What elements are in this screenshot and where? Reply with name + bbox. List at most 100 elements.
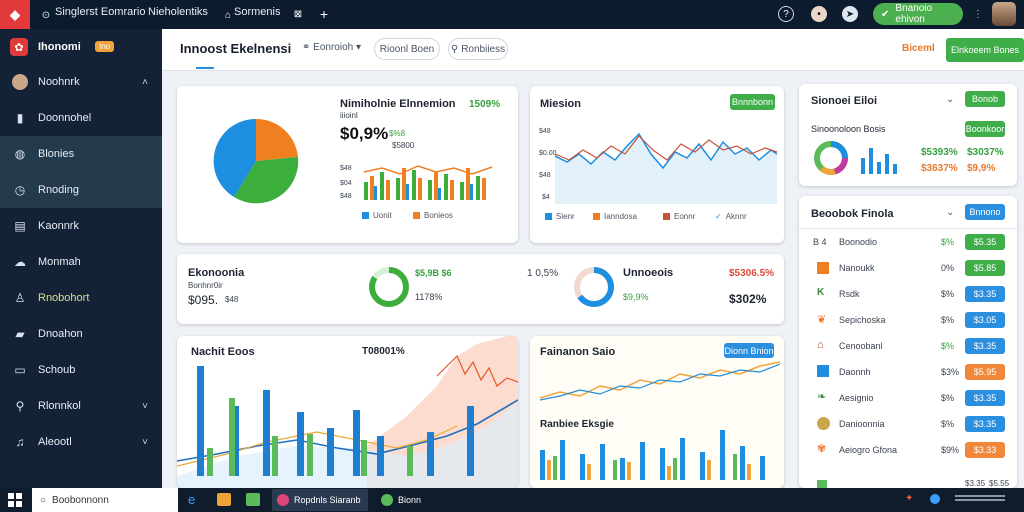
grid-icon[interactable]: ⊠ xyxy=(293,8,303,20)
chevron-down-icon[interactable]: ⌄ xyxy=(946,94,955,105)
sidebar-item-aleootl[interactable]: ♫ Aleootl ˅ xyxy=(0,424,162,460)
filter-dropdown[interactable]: ⚭ Eonroioh ▾ xyxy=(302,42,361,53)
mission-axis-label: $48 xyxy=(539,172,551,179)
check-icon: ✓ xyxy=(715,212,722,221)
compass-icon[interactable]: ➤ xyxy=(842,6,858,22)
sidebar-item-label: Schoub xyxy=(38,364,76,376)
chevron-down-icon: ˅ xyxy=(142,400,148,412)
overview-big-tag: $%8 xyxy=(389,129,406,138)
user-small-avatar-icon[interactable]: • xyxy=(811,6,827,22)
chevron-down-icon: ▾ xyxy=(355,42,362,53)
footer-value: $3.35 xyxy=(965,479,986,488)
economia-top-right: $5306.5% xyxy=(729,268,775,279)
side-summary-button-2[interactable]: Boonkoor xyxy=(965,121,1005,137)
row-label: Aeiogro Gfona xyxy=(839,445,898,455)
row-pct: $% xyxy=(941,237,955,247)
chevron-down-icon[interactable]: ⌄ xyxy=(946,207,955,218)
sidebar-item-monmah[interactable]: ☁ Monmah xyxy=(0,244,162,280)
sidebar-item-rlonnkol[interactable]: ⚲ Rlonnkol ˅ xyxy=(0,388,162,424)
list-item[interactable]: ✾ Aeiogro Gfona $9% $3.33 xyxy=(809,437,1009,463)
side-summary-button[interactable]: Bonob xyxy=(965,91,1005,107)
list-item[interactable]: Danioonnia $% $3.35 xyxy=(809,411,1009,437)
mission-title: Miesion xyxy=(540,98,581,110)
row-value-button[interactable]: $5.35 xyxy=(965,234,1005,250)
list-item[interactable]: Nanoukk 0% $5.85 xyxy=(809,255,1009,281)
mission-button[interactable]: Bnnnbonn xyxy=(730,94,775,110)
filter-pill-button[interactable]: Rioonl Boen xyxy=(374,38,440,60)
app-icon xyxy=(381,494,393,506)
legend-label: Uonit xyxy=(373,211,392,220)
primary-action-button[interactable]: Elnkoeem Bones xyxy=(946,38,1024,62)
tab-secondary[interactable]: Sormenis xyxy=(234,6,281,18)
folder-icon: ▰ xyxy=(15,327,25,341)
sidebar-item-label: Rnoding xyxy=(38,184,79,196)
row-value-button[interactable]: $3.35 xyxy=(965,286,1005,302)
folder-icon[interactable] xyxy=(217,493,231,506)
coin-icon xyxy=(817,417,830,430)
pie-chart xyxy=(213,118,299,204)
tab-primary[interactable]: Singlerst Eomrario xyxy=(55,6,146,18)
notification-icon[interactable]: ✦ xyxy=(905,493,914,504)
finance-button[interactable]: Dionn Bnion xyxy=(724,343,774,358)
list-item[interactable]: ❧ Aesignio $% $3.35 xyxy=(809,385,1009,411)
more-vertical-icon[interactable]: ⋮ xyxy=(973,8,983,20)
search-icon: ○ xyxy=(40,494,47,506)
mission-axis-label: $48 xyxy=(539,128,551,135)
brand-name: Ihonomi xyxy=(38,41,81,53)
status-pill-button[interactable]: ✔ Bnanoio ehivon xyxy=(873,3,963,25)
overview-pct: 1509% xyxy=(469,99,501,110)
economia-title: Ekonoonia xyxy=(188,267,245,279)
new-tab-icon[interactable]: + xyxy=(319,6,329,22)
list-item[interactable]: Daonnh $3% $5.95 xyxy=(809,359,1009,385)
taskbar-app-button[interactable]: Bionn xyxy=(376,489,436,511)
clock-display[interactable] xyxy=(955,495,1005,497)
sidebar-item-noohnrk[interactable]: Noohnrk ˄ xyxy=(0,64,162,100)
row-value-button[interactable]: $3.35 xyxy=(965,390,1005,406)
list-item[interactable]: ❦ Sepichoska $% $3.05 xyxy=(809,307,1009,333)
overview-bar-chart xyxy=(363,165,493,200)
sidebar-item-rnobohort[interactable]: ♙ Rnobohort xyxy=(0,280,162,316)
search-pill-button[interactable]: ⚲ Ronbiiess xyxy=(448,38,508,60)
taskbar-search-input[interactable]: ○ Boobonnonn xyxy=(32,488,178,512)
taskbar: ○ Boobonnonn e Ropdnls Siaranb Bionn ✦ xyxy=(0,488,1024,512)
start-menu-icon[interactable] xyxy=(8,493,22,507)
browser-icon[interactable]: e xyxy=(188,492,196,507)
side-list-card: Beoobok Finola ⌄ Bnnono B 4 Boonodio $% … xyxy=(799,196,1017,488)
row-value-button[interactable]: $3.35 xyxy=(965,416,1005,432)
main-header: Innoost Ekelnensi ⚭ Eonroioh ▾ Rioonl Bo… xyxy=(162,29,1024,71)
side-summary-card: Sionoei Eiloi ⌄ Bonob Sinoonoloon Bosis … xyxy=(799,84,1017,186)
side-list-button[interactable]: Bnnono xyxy=(965,204,1005,220)
sidebar-item-blonies[interactable]: ◍ Blonies xyxy=(0,136,162,172)
list-item[interactable]: B 4 Boonodio $% $5.35 xyxy=(809,229,1009,255)
legend-item: Eonnr xyxy=(663,212,695,221)
header-link[interactable]: Biceml xyxy=(902,43,935,54)
side-value: $9,9% xyxy=(967,163,996,174)
sidebar-item-rnoding[interactable]: ◷ Rnoding xyxy=(0,172,162,208)
ring-value: $5,9B $6 xyxy=(415,268,452,278)
spreadsheet-icon[interactable] xyxy=(246,493,260,506)
user-avatar[interactable] xyxy=(992,2,1016,26)
help-icon[interactable]: ? xyxy=(778,6,794,22)
search-icon: ⚲ xyxy=(450,43,459,55)
row-value-button[interactable]: $3.35 xyxy=(965,338,1005,354)
tray-icon[interactable] xyxy=(930,494,940,504)
leaf-icon: ❦ xyxy=(817,314,827,326)
taskbar-app-button[interactable]: Ropdnls Siaranb xyxy=(272,489,368,511)
sidebar-item-schoub[interactable]: ▭ Schoub xyxy=(0,352,162,388)
overview-small-value: $5800 xyxy=(392,141,415,150)
sidebar-item-dnoahon[interactable]: ▰ Dnoahon xyxy=(0,316,162,352)
row-value-button[interactable]: $3.33 xyxy=(965,442,1005,458)
app-logo-icon[interactable]: ◆ xyxy=(0,0,30,29)
row-label: Rsdk xyxy=(839,289,860,299)
list-item[interactable]: K Rsdk $% $3.35 xyxy=(809,281,1009,307)
footer-value: $5.55 xyxy=(989,479,1010,488)
legend-item: ✓ Aknnr xyxy=(715,212,747,221)
search-icon: ⚲ xyxy=(15,399,25,413)
list-item[interactable]: ⌂ Cenoobanl $% $3.35 xyxy=(809,333,1009,359)
row-value-button[interactable]: $5.85 xyxy=(965,260,1005,276)
sidebar-item-kaonnrk[interactable]: ▤ Kaonnrk xyxy=(0,208,162,244)
row-value-button[interactable]: $3.05 xyxy=(965,312,1005,328)
row-value-button[interactable]: $5.95 xyxy=(965,364,1005,380)
sidebar-item-doonnohel[interactable]: ▮ Doonnohel xyxy=(0,100,162,136)
tab-primary-secondary-label[interactable]: Nieholentiks xyxy=(148,6,208,18)
